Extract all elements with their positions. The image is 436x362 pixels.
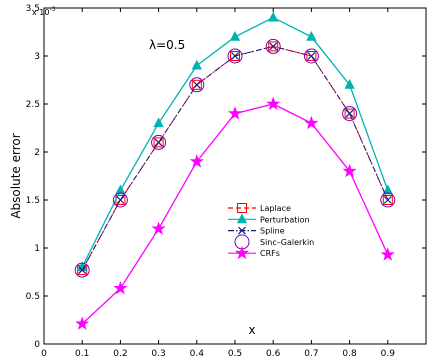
y-tick-label: 2.5: [26, 100, 40, 110]
x-tick-label: 0.4: [190, 349, 205, 359]
series-line-perturbation: [81, 16, 389, 268]
data-point-spline: [383, 196, 392, 204]
x-tick-label: 0.2: [113, 349, 127, 359]
data-point-crfs: [342, 163, 357, 178]
data-point-sinc-galerkin: [112, 192, 128, 208]
data-point-crfs: [113, 280, 128, 295]
x-tick-label: 0.7: [304, 349, 318, 359]
data-point-sinc-galerkin: [303, 48, 319, 64]
legend-entry-perturbation: Perturbation: [228, 213, 310, 224]
legend-marker-spline: [238, 226, 246, 235]
y-multiplier-exp: -3: [49, 6, 55, 13]
data-point-spline: [307, 52, 316, 60]
legend-entry-sinc-galerkin: Sinc–Galerkin: [234, 234, 314, 250]
data-point-crfs: [227, 106, 243, 120]
data-point-laplace: [268, 41, 279, 52]
series-spline: [78, 42, 392, 275]
y-multiplier-base: x 10: [32, 8, 49, 17]
y-tick-label: 1.5: [26, 196, 40, 206]
data-point-sinc-galerkin: [227, 48, 243, 64]
y-tick-label: 1: [34, 244, 40, 254]
y-tick-label: 2: [34, 148, 40, 158]
data-point-sinc-galerkin: [74, 262, 90, 278]
x-tick-label: 0.6: [266, 349, 281, 359]
y-tick-label: 0: [34, 340, 40, 350]
data-point-perturbation: [153, 117, 164, 128]
data-point-sinc-galerkin: [265, 38, 281, 54]
data-point-perturbation: [115, 184, 126, 195]
legend-label-crfs: CRFs: [260, 249, 280, 258]
data-point-perturbation: [191, 59, 202, 70]
data-point-spline: [78, 266, 87, 275]
legend-label-spline: Spline: [260, 227, 285, 236]
legend-label-sinc-galerkin: Sinc–Galerkin: [260, 238, 314, 247]
data-point-crfs: [380, 247, 395, 261]
y-tick-label: 3: [34, 52, 40, 62]
plot-frame: [43, 7, 427, 345]
data-point-perturbation: [229, 30, 241, 41]
series-line-laplace: [81, 45, 389, 271]
x-tick-label: 0.5: [228, 349, 242, 359]
data-point-spline: [116, 196, 125, 204]
y-tick-label: 0.5: [26, 292, 40, 302]
data-point-spline: [231, 52, 239, 60]
data-point-laplace: [153, 137, 164, 148]
legend-marker-laplace: [237, 203, 247, 213]
data-point-perturbation: [306, 30, 317, 41]
data-point-crfs: [75, 316, 90, 330]
series-line-crfs: [81, 103, 389, 325]
data-point-crfs: [151, 221, 166, 235]
x-tick-label: 0.8: [342, 349, 357, 359]
y-multiplier-label: x 10-3: [32, 6, 56, 17]
data-point-crfs: [304, 115, 319, 130]
y-tick-label: 3.5: [26, 4, 40, 14]
legend-label-laplace: Laplace: [260, 204, 291, 213]
series-crfs: [75, 96, 395, 330]
data-point-spline: [269, 42, 278, 51]
data-point-sinc-galerkin: [189, 77, 205, 93]
data-point-spline: [345, 109, 354, 118]
legend-entry-crfs: CRFs: [228, 245, 280, 260]
data-point-laplace: [306, 51, 317, 61]
data-point-crfs: [189, 154, 204, 168]
data-point-laplace: [191, 79, 202, 90]
x-tick-label: 0.9: [381, 349, 396, 359]
data-point-laplace: [344, 108, 355, 119]
data-point-laplace: [382, 195, 393, 205]
data-point-crfs: [266, 96, 281, 110]
legend-marker-perturbation: [236, 213, 248, 224]
x-tick-label: 0: [41, 349, 47, 359]
x-tick-label: 0.1: [75, 349, 89, 359]
data-point-sinc-galerkin: [380, 192, 396, 208]
data-point-sinc-galerkin: [151, 134, 167, 150]
legend-label-perturbation: Perturbation: [260, 215, 310, 224]
y-axis-label: Absolute error: [9, 133, 23, 218]
x-axis-label: x: [248, 323, 255, 337]
data-point-perturbation: [382, 184, 393, 195]
lambda-annotation: λ=0.5: [149, 38, 185, 52]
data-point-sinc-galerkin: [342, 106, 358, 122]
data-point-perturbation: [268, 11, 279, 22]
legend-entry-spline: Spline: [228, 227, 285, 236]
data-point-spline: [192, 80, 201, 89]
x-tick-label: 0.3: [151, 349, 165, 359]
data-point-perturbation: [344, 78, 355, 89]
legend-entry-laplace: Laplace: [228, 203, 291, 213]
series-sinc-galerkin: [74, 38, 396, 278]
data-point-laplace: [230, 51, 240, 61]
data-point-spline: [154, 138, 163, 147]
series-line-spline: [81, 45, 389, 271]
legend-marker-crfs: [234, 245, 250, 260]
